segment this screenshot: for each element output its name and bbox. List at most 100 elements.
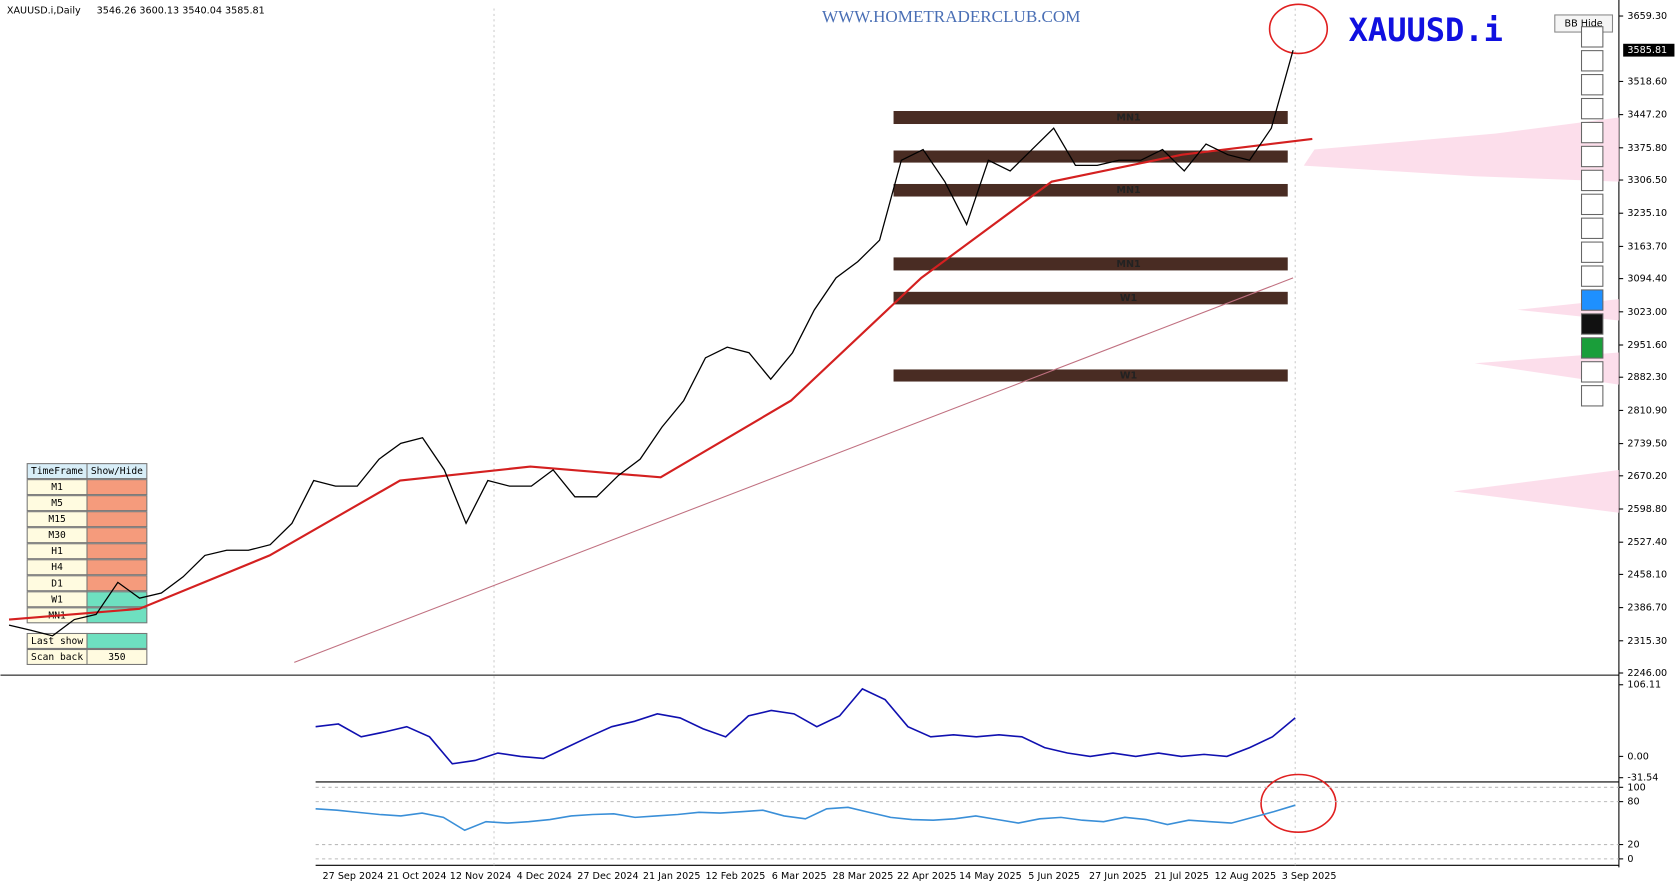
x-tick-label: 21 Oct 2024: [387, 871, 446, 882]
bb-hide-label[interactable]: BB Hide: [1565, 19, 1603, 30]
zone: [893, 183, 1288, 197]
timeframe-toggle[interactable]: [86, 527, 148, 544]
y-tick-label: 100: [1627, 782, 1645, 793]
x-tick-label: 12 Nov 2024: [450, 871, 512, 882]
y-tick-label: 80: [1627, 797, 1639, 808]
y-tick-label: 2670.20: [1627, 471, 1667, 482]
scan-back-label: Scan back: [31, 652, 83, 663]
zone: [893, 150, 1288, 163]
panel-header: TimeFrame: [31, 466, 83, 477]
toolbar-icon[interactable]: [1580, 26, 1604, 48]
y-tick-label: 3235.10: [1627, 208, 1667, 219]
toolbar-icon[interactable]: [1580, 265, 1604, 287]
ohlc-header: 3546.26 3600.13 3540.04 3585.81: [97, 6, 265, 17]
timeframe-toggle[interactable]: [86, 479, 148, 496]
y-tick-label: 3163.70: [1627, 241, 1667, 252]
toolbar-icon[interactable]: [1580, 121, 1604, 144]
panel-header-cell: [86, 463, 148, 480]
toolbar-icon[interactable]: [1580, 361, 1604, 383]
y-tick-label: 2882.30: [1627, 372, 1667, 383]
toolbar-icon[interactable]: [1580, 145, 1604, 168]
toolbar-icon[interactable]: [1580, 217, 1604, 239]
long-moving-average: [294, 277, 1294, 663]
y-tick-label: 3375.80: [1627, 143, 1667, 154]
y-tick-label: 0: [1627, 854, 1633, 865]
y-tick-label: 2315.30: [1627, 636, 1667, 647]
series-line: [8, 50, 1294, 637]
last-show-label: Last show: [31, 636, 83, 647]
watermark: WWW.HOMETRADERCLUB.COM: [822, 7, 1080, 26]
y-tick-label: 20: [1627, 840, 1639, 851]
y-tick-label: 2527.40: [1627, 537, 1667, 548]
annotation-circle: [1268, 3, 1329, 55]
annotation-circle: [1260, 773, 1337, 833]
y-tick-label: 3659.30: [1627, 11, 1667, 22]
x-tick-label: 14 May 2025: [959, 871, 1022, 882]
timeframe-name: H1: [51, 546, 63, 557]
toolbar-icon[interactable]: [1580, 74, 1604, 96]
toolbar-icon[interactable]: [1580, 50, 1604, 72]
x-tick-label: 5 Jun 2025: [1028, 871, 1080, 882]
toolbar-icon[interactable]: [1580, 193, 1604, 216]
x-tick-label: 27 Sep 2024: [323, 871, 384, 882]
zone: [893, 257, 1288, 271]
series-line: [315, 687, 1296, 765]
toolbar-icon[interactable]: [1580, 337, 1604, 359]
toolbar-icon[interactable]: [1580, 169, 1604, 192]
x-tick-label: 22 Apr 2025: [897, 871, 956, 882]
timeframe-toggle[interactable]: [86, 495, 148, 512]
y-tick-label: 3306.50: [1627, 175, 1667, 186]
timeframe-name: M5: [51, 498, 63, 509]
timeframe-panel: TimeFrame Show/HideM1M5M15M30H1H4D1W1MN1L…: [26, 463, 148, 665]
y-tick-label: 2386.70: [1627, 603, 1667, 614]
y-tick-label: -31.54: [1627, 773, 1658, 784]
timeframe-name: M30: [48, 530, 66, 541]
timeframe-name: W1: [51, 594, 63, 605]
toolbar-icon[interactable]: [1580, 289, 1604, 311]
timeframe-toggle[interactable]: [86, 511, 148, 528]
x-tick-label: 21 Jul 2025: [1154, 871, 1208, 882]
zone: [893, 291, 1288, 305]
panel-header: Show/Hide: [91, 466, 143, 477]
x-tick-label: 27 Jun 2025: [1089, 871, 1147, 882]
toolbar-icon[interactable]: [1580, 241, 1604, 263]
y-tick-label: 2458.10: [1627, 569, 1667, 580]
x-tick-label: 21 Jan 2025: [643, 871, 701, 882]
zone: [893, 369, 1288, 382]
current-price-box: [1623, 43, 1675, 57]
x-tick-label: 27 Dec 2024: [577, 871, 638, 882]
zone: [893, 110, 1288, 125]
y-tick-label: 0.00: [1627, 751, 1648, 762]
x-tick-label: 12 Aug 2025: [1215, 871, 1277, 882]
zone-label: MN1: [1116, 113, 1141, 124]
timeframe-toggle[interactable]: [86, 591, 148, 608]
moving-average: [8, 137, 1313, 621]
zone-label: MN1: [1116, 185, 1141, 196]
toolbar-icon[interactable]: [1580, 97, 1604, 120]
x-tick-label: 6 Mar 2025: [772, 871, 827, 882]
zone-label: W1: [1120, 293, 1138, 304]
scan-back-value-cell: [86, 648, 148, 665]
toolbar-icon[interactable]: [1580, 385, 1604, 407]
y-tick-label: 3094.40: [1627, 274, 1667, 285]
y-tick-label: 2951.60: [1627, 340, 1667, 351]
y-tick-label: 2739.50: [1627, 439, 1667, 450]
timeframe-name: D1: [51, 578, 63, 589]
x-tick-label: 28 Mar 2025: [832, 871, 893, 882]
timeframe-toggle[interactable]: [86, 559, 148, 576]
last-show-toggle[interactable]: [86, 632, 148, 649]
current-price-label: 3585.81: [1627, 45, 1667, 56]
series-line: [315, 804, 1296, 832]
toolbar-icon[interactable]: [1580, 313, 1604, 335]
timeframe-toggle[interactable]: [86, 543, 148, 560]
zone-label: W1: [1120, 370, 1138, 381]
y-tick-label: 3023.00: [1627, 307, 1667, 318]
y-tick-label: 3447.20: [1627, 110, 1667, 121]
y-tick-label: 2598.80: [1627, 504, 1667, 515]
y-tick-label: 2810.90: [1627, 405, 1667, 416]
x-tick-label: 4 Dec 2024: [517, 871, 572, 882]
x-tick-label: 3 Sep 2025: [1282, 871, 1337, 882]
